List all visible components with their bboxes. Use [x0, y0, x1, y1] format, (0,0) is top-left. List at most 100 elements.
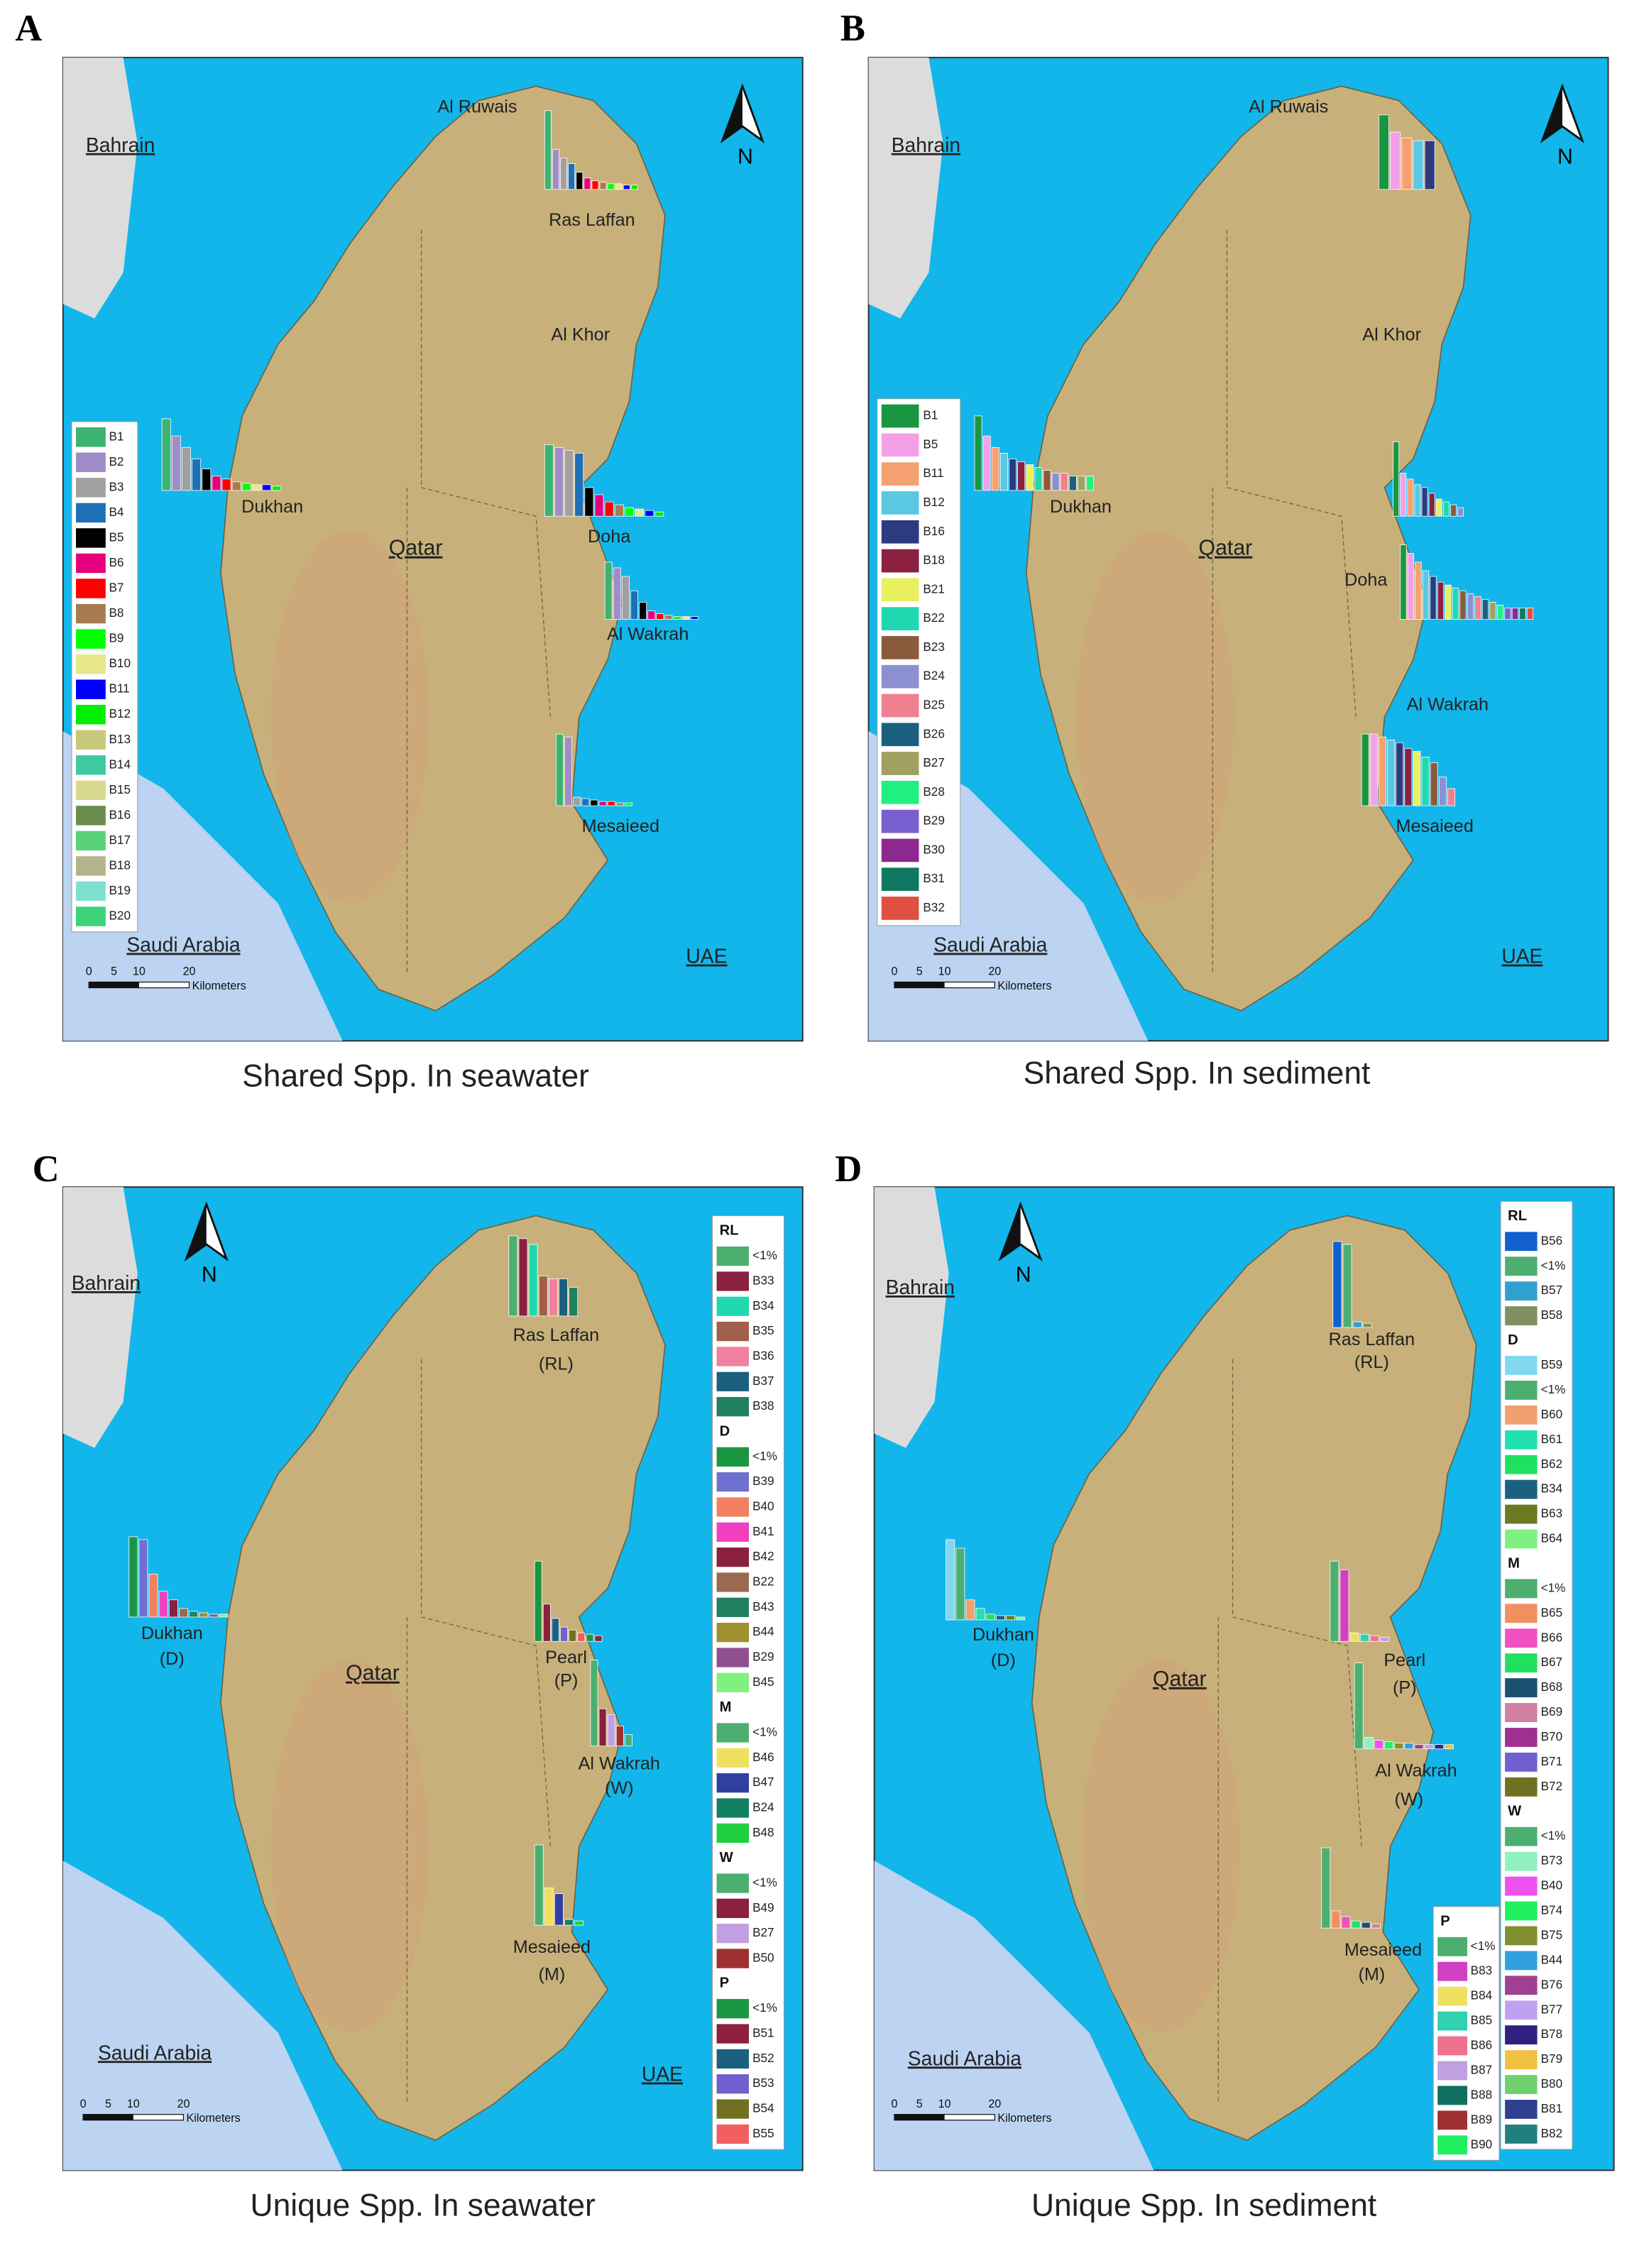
legend-label: B81 — [1541, 2101, 1563, 2115]
legend-box — [71, 421, 138, 933]
bar — [1400, 544, 1407, 620]
legend-swatch — [716, 2124, 750, 2144]
bar — [1474, 596, 1481, 620]
legend-label: <1% — [752, 1449, 777, 1463]
legend-swatch — [1505, 1256, 1538, 1276]
legend-group-title: RL — [1508, 1208, 1527, 1224]
legend-label: B16 — [923, 524, 945, 538]
bar — [1379, 114, 1389, 190]
bar — [621, 576, 630, 620]
panel-letter: A — [15, 8, 42, 49]
bar — [1435, 498, 1442, 517]
legend-label: B80 — [1541, 2076, 1563, 2091]
bar — [639, 601, 647, 620]
legend-label: B48 — [752, 1825, 774, 1839]
legend-swatch — [716, 1597, 750, 1617]
place-label: Mesaieed — [513, 1937, 591, 1957]
legend-label: B27 — [923, 755, 945, 769]
bar — [1404, 1743, 1414, 1750]
legend-swatch — [1505, 2025, 1538, 2045]
bar — [614, 504, 624, 517]
scale-tick: 5 — [111, 965, 117, 978]
legend-swatch — [1505, 1455, 1538, 1474]
legend-swatch — [716, 1447, 750, 1467]
place-label: Al Khor — [551, 324, 610, 344]
legend-swatch — [716, 1371, 750, 1391]
scale-bar-fill — [894, 2114, 945, 2120]
legend-swatch — [1505, 1951, 1538, 1971]
legend-label: B30 — [923, 842, 945, 856]
bar — [1354, 1662, 1364, 1750]
legend-label: B56 — [1541, 1233, 1563, 1247]
bar — [148, 1573, 158, 1618]
bar — [604, 561, 613, 620]
place-label: (P) — [554, 1670, 579, 1690]
bar — [598, 1708, 607, 1747]
legend-label: B18 — [109, 858, 131, 872]
legend-label: B6 — [109, 555, 124, 569]
legend-swatch — [76, 906, 106, 926]
bar — [178, 1608, 188, 1618]
legend-label: B9 — [109, 631, 124, 645]
place-label: (RL) — [539, 1354, 574, 1374]
saudi-land — [874, 1861, 1154, 2171]
legend-label: B68 — [1541, 1680, 1563, 1694]
bar — [573, 796, 581, 806]
place-label: (D) — [160, 1649, 185, 1669]
bar — [1504, 608, 1511, 620]
legend-swatch — [1437, 1961, 1468, 1981]
bar — [1026, 464, 1034, 491]
legend-label: B2 — [109, 454, 124, 469]
relief — [1082, 1660, 1240, 2033]
bar — [591, 180, 599, 190]
north-label: N — [738, 145, 753, 168]
place-label: (D) — [991, 1650, 1016, 1670]
legend-label: B44 — [1541, 1952, 1563, 1966]
bar — [624, 507, 634, 517]
place-label: Dukhan — [1050, 497, 1112, 517]
bar — [583, 177, 591, 190]
legend-label: B40 — [752, 1499, 774, 1513]
legend-label: B62 — [1541, 1457, 1563, 1471]
legend-swatch — [76, 528, 106, 548]
place-label: Al Ruwais — [437, 97, 517, 116]
legend-label: B41 — [752, 1524, 774, 1538]
bar — [946, 1539, 955, 1621]
legend-group-title: D — [1508, 1332, 1518, 1348]
legend-swatch — [76, 654, 106, 674]
place-label: Dukhan — [241, 497, 303, 517]
legend-group-title: M — [1508, 1555, 1520, 1571]
legend-label: B53 — [752, 2076, 774, 2090]
bar — [551, 1618, 559, 1642]
place-label: (M) — [538, 1964, 565, 1984]
bar — [1361, 733, 1369, 806]
legend-swatch — [1505, 1653, 1538, 1673]
legend-swatch — [1505, 1628, 1538, 1648]
bar — [1424, 140, 1435, 190]
legend-swatch — [716, 1949, 750, 1968]
legend-swatch — [76, 427, 106, 447]
legend-label: B5 — [923, 437, 938, 451]
bar — [1380, 1636, 1389, 1642]
scale-tick: 0 — [891, 2098, 897, 2110]
legend-swatch — [1505, 1976, 1538, 1995]
legend-label: B12 — [109, 706, 131, 721]
caption: Unique Spp. In seawater — [251, 2188, 596, 2223]
place-label: Al Wakrah — [1375, 1761, 1457, 1781]
legend-swatch — [881, 723, 919, 747]
bar — [554, 1893, 564, 1926]
qatar-land — [220, 1215, 666, 2141]
scale-unit: Kilometers — [186, 2112, 240, 2125]
bar — [1351, 1920, 1361, 1929]
caption: Unique Spp. In sediment — [1031, 2188, 1377, 2223]
bar — [999, 452, 1008, 491]
bar — [518, 1238, 528, 1317]
legend-label: B24 — [752, 1800, 774, 1814]
bar — [1400, 473, 1407, 517]
legend-label: <1% — [1471, 1939, 1496, 1953]
legend-swatch — [76, 730, 106, 750]
legend-swatch — [1505, 1926, 1538, 1946]
legend-swatch — [1505, 2100, 1538, 2119]
country-label: UAE — [686, 945, 727, 968]
